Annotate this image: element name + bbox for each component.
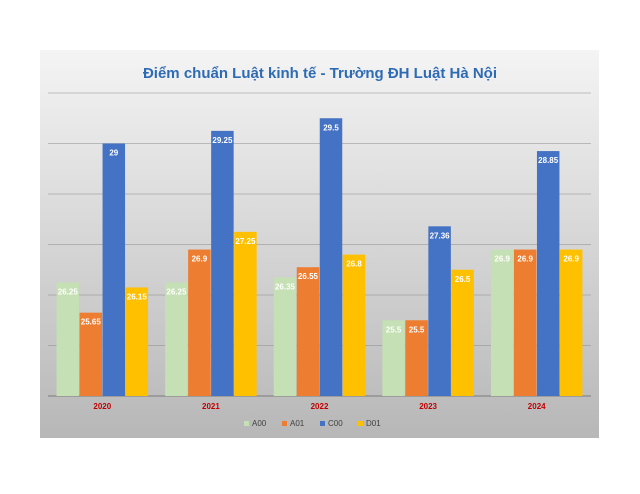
legend-label-C00: C00	[328, 419, 343, 428]
x-tick-label-2024: 2024	[528, 402, 546, 411]
bars	[56, 118, 583, 396]
bar-chart: Điểm chuẩn Luật kinh tế - Trường ĐH Luật…	[40, 50, 599, 438]
x-tick-label-2021: 2021	[202, 402, 220, 411]
data-label-A00-2022: 26.35	[275, 282, 296, 291]
bar-D01-2023	[451, 269, 474, 396]
data-label-A00-2021: 26.25	[166, 287, 187, 296]
data-label-D01-2024: 26.9	[563, 255, 579, 264]
legend-swatch-A00	[244, 421, 249, 426]
legend: A00 A01 C00 D01	[244, 419, 381, 428]
bar-D01-2021	[234, 231, 257, 396]
data-label-D01-2023: 26.5	[455, 275, 471, 284]
bar-A00-2021	[165, 282, 188, 396]
bar-A00-2020	[56, 282, 80, 396]
bar-A01-2023	[405, 320, 428, 396]
data-label-C00-2024: 28.85	[538, 156, 559, 165]
bar-C00-2023	[428, 226, 451, 396]
data-label-A01-2020: 25.65	[81, 318, 102, 327]
chart-panel: Điểm chuẩn Luật kinh tế - Trường ĐH Luật…	[40, 50, 599, 438]
data-label-A01-2021: 26.9	[192, 255, 208, 264]
bar-D01-2024	[559, 249, 583, 396]
data-label-A01-2023: 25.5	[409, 325, 425, 334]
bar-C00-2020	[102, 143, 126, 396]
data-label-A01-2022: 26.55	[298, 272, 319, 281]
bar-D01-2020	[125, 287, 149, 396]
data-label-C00-2020: 29	[109, 149, 118, 158]
bar-C00-2022	[319, 118, 343, 396]
data-label-C00-2021: 29.25	[212, 136, 233, 145]
data-label-A00-2020: 26.25	[58, 287, 79, 296]
legend-swatch-C00	[320, 421, 325, 426]
bar-A00-2022	[273, 277, 297, 396]
bar-A01-2020	[79, 312, 103, 396]
legend-label-A01: A01	[290, 419, 305, 428]
data-label-C00-2023: 27.36	[430, 231, 451, 240]
legend-label-A00: A00	[252, 419, 267, 428]
bar-A01-2024	[513, 249, 537, 396]
bar-A01-2021	[188, 249, 211, 396]
data-label-D01-2020: 26.15	[127, 292, 148, 301]
data-label-D01-2022: 26.8	[346, 260, 362, 269]
bar-C00-2021	[211, 130, 234, 396]
chart-title: Điểm chuẩn Luật kinh tế - Trường ĐH Luật…	[143, 65, 497, 82]
bar-A00-2023	[382, 320, 405, 396]
legend-label-D01: D01	[366, 419, 381, 428]
data-label-D01-2021: 27.25	[235, 237, 256, 246]
data-label-A01-2024: 26.9	[517, 255, 533, 264]
data-label-C00-2022: 29.5	[323, 123, 339, 132]
legend-swatch-A01	[282, 421, 287, 426]
bar-A01-2022	[296, 267, 320, 396]
x-tick-label-2022: 2022	[311, 402, 329, 411]
bar-A00-2024	[490, 249, 514, 396]
data-label-A00-2023: 25.5	[386, 325, 402, 334]
data-labels: 26.25 25.65 29 26.15 26.25 26.9 29.25 27.25 26.3…	[58, 123, 580, 334]
legend-swatch-D01	[358, 421, 363, 426]
bar-C00-2024	[536, 151, 560, 396]
x-tick-label-2023: 2023	[419, 402, 437, 411]
data-label-A00-2024: 26.9	[494, 255, 510, 264]
x-axis-tick-labels: 2020 2021 2022 2023 2024	[93, 402, 546, 411]
x-tick-label-2020: 2020	[93, 402, 111, 411]
bar-D01-2022	[342, 254, 366, 396]
